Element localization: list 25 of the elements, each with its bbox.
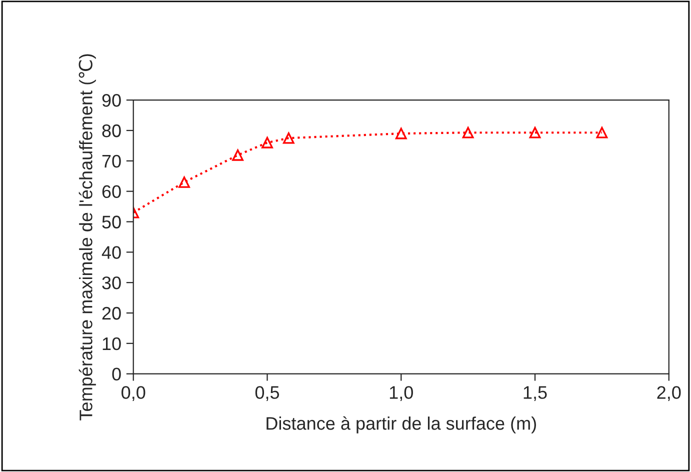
point (282, 132, 294, 144)
point (395, 128, 407, 140)
x-tick-label: 2,0 (657, 386, 681, 402)
y-tick-label: 60 (102, 185, 121, 198)
y-tick-label: 30 (102, 276, 121, 290)
point (262, 136, 273, 148)
y-tick-label: 40 (102, 246, 121, 259)
point (178, 176, 190, 188)
y-tick-label: 0 (112, 368, 121, 381)
y-tick-label: 10 (102, 337, 121, 350)
x-tick-label: 0,0 (122, 386, 146, 402)
point (462, 126, 474, 138)
y-tick-label: 70 (102, 154, 121, 168)
y-tick-label: 20 (102, 306, 121, 320)
point (596, 126, 608, 138)
y-axis-title: Température maximale de l'échauffement (℃) (78, 54, 96, 420)
x-tick-label: 0,5 (255, 386, 280, 402)
y-tick-label: 50 (102, 216, 121, 228)
x-tick-label: 1,0 (390, 386, 413, 402)
y-tick-label: 90 (102, 94, 121, 107)
x-tick-label: 1,5 (524, 386, 547, 402)
point (529, 126, 541, 138)
y-tick-label: 80 (102, 124, 121, 138)
point (232, 149, 244, 161)
x-axis-title: Distance à partir de la surface (m) (266, 416, 536, 434)
